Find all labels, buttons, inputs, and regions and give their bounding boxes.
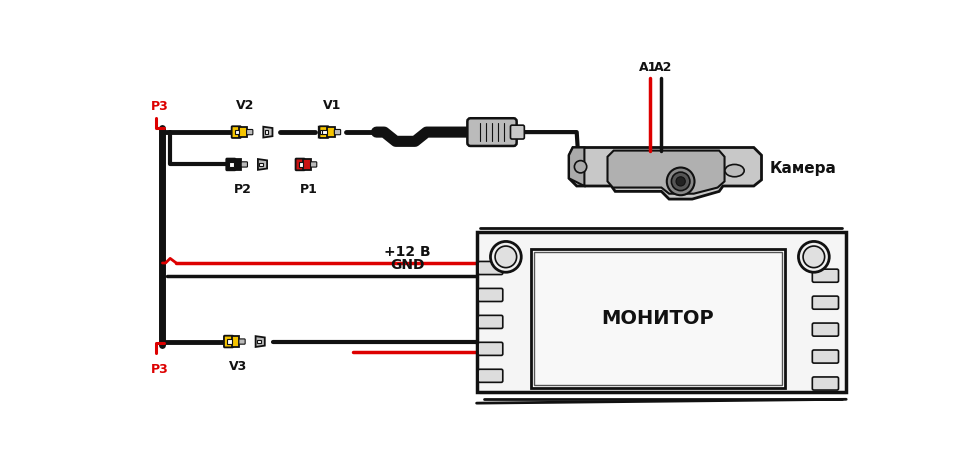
FancyBboxPatch shape xyxy=(241,162,248,167)
Bar xyxy=(259,162,263,166)
FancyBboxPatch shape xyxy=(812,296,838,309)
Bar xyxy=(323,130,327,135)
FancyBboxPatch shape xyxy=(812,377,838,390)
FancyBboxPatch shape xyxy=(224,336,233,347)
Polygon shape xyxy=(255,336,265,347)
Text: P3: P3 xyxy=(151,100,169,113)
FancyBboxPatch shape xyxy=(478,342,503,355)
Bar xyxy=(234,130,239,135)
FancyBboxPatch shape xyxy=(239,339,245,344)
Bar xyxy=(257,340,261,344)
Text: A1: A1 xyxy=(639,61,658,75)
FancyBboxPatch shape xyxy=(812,269,838,282)
Bar xyxy=(531,249,784,388)
FancyBboxPatch shape xyxy=(334,129,341,135)
FancyBboxPatch shape xyxy=(468,118,516,146)
Bar xyxy=(239,127,247,137)
Circle shape xyxy=(574,160,587,173)
Text: P2: P2 xyxy=(233,183,252,196)
Bar xyxy=(234,160,242,169)
FancyBboxPatch shape xyxy=(812,323,838,336)
Bar xyxy=(303,160,311,169)
Text: V3: V3 xyxy=(228,360,247,373)
Text: GND: GND xyxy=(390,258,424,272)
Circle shape xyxy=(671,172,690,191)
FancyBboxPatch shape xyxy=(227,159,235,170)
Polygon shape xyxy=(319,126,328,137)
FancyBboxPatch shape xyxy=(478,369,503,382)
FancyBboxPatch shape xyxy=(812,350,838,363)
Polygon shape xyxy=(608,151,725,194)
FancyBboxPatch shape xyxy=(478,261,503,275)
Bar xyxy=(327,127,335,137)
Circle shape xyxy=(799,242,829,272)
Bar xyxy=(320,130,324,134)
FancyBboxPatch shape xyxy=(478,315,503,329)
Polygon shape xyxy=(569,147,585,186)
Bar xyxy=(227,339,231,344)
FancyBboxPatch shape xyxy=(296,159,304,170)
Bar xyxy=(229,162,234,167)
Circle shape xyxy=(667,168,694,195)
Text: +12 В: +12 В xyxy=(384,245,431,259)
Text: P3: P3 xyxy=(151,363,169,376)
Polygon shape xyxy=(569,147,761,199)
Polygon shape xyxy=(263,126,273,137)
FancyBboxPatch shape xyxy=(478,288,503,302)
Text: P1: P1 xyxy=(300,183,318,196)
Text: A2: A2 xyxy=(654,61,672,75)
Circle shape xyxy=(676,177,685,186)
Bar xyxy=(476,232,846,392)
Polygon shape xyxy=(258,159,267,170)
Text: V2: V2 xyxy=(236,99,254,112)
FancyBboxPatch shape xyxy=(320,126,328,138)
Bar xyxy=(231,337,239,346)
Bar xyxy=(534,252,781,385)
FancyBboxPatch shape xyxy=(511,125,524,139)
Circle shape xyxy=(495,246,516,268)
FancyBboxPatch shape xyxy=(247,129,252,135)
Text: Камера: Камера xyxy=(769,161,836,176)
Ellipse shape xyxy=(725,164,744,177)
Circle shape xyxy=(491,242,521,272)
FancyBboxPatch shape xyxy=(310,162,317,167)
Text: МОНИТОР: МОНИТОР xyxy=(601,309,714,328)
Bar xyxy=(265,130,269,134)
Bar xyxy=(299,162,303,167)
Text: V1: V1 xyxy=(324,99,342,112)
FancyBboxPatch shape xyxy=(231,126,241,138)
Circle shape xyxy=(804,246,825,268)
